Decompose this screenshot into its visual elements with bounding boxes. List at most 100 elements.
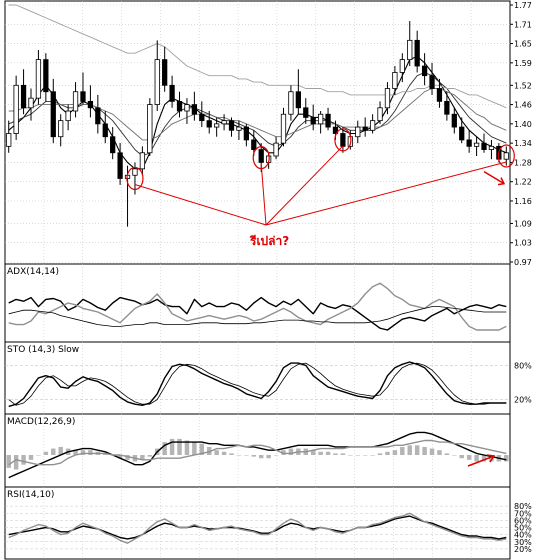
candle-body [228, 120, 235, 131]
candle-body [58, 120, 64, 138]
candle-body [392, 72, 398, 89]
price-tick-label: 0.97 [514, 258, 532, 267]
macd-histogram-bar [422, 446, 427, 455]
sto-panel: STO (14,3) Slow 80% 20% [5, 345, 532, 408]
macd-histogram-bar [273, 455, 279, 456]
annotation-circle [126, 166, 144, 191]
candle-body [28, 97, 34, 109]
down-arrow-shaft [483, 170, 505, 185]
candle-body [139, 152, 146, 170]
candle-body [362, 126, 368, 131]
macd-histogram-bar [117, 455, 123, 459]
candle-body [80, 91, 86, 102]
price-tick-label: 1.34 [514, 139, 532, 148]
price-panel: 1.77 1.71 1.65 1.59 1.52 1.46 1.40 1.34 1.28 1.22… [5, 1, 532, 267]
macd-histogram-bar [429, 448, 435, 455]
price-tick-label: 1.71 [514, 20, 532, 29]
price-tick-label: 1.52 [514, 81, 532, 90]
macd-histogram-bar [392, 450, 398, 455]
candle-body [466, 139, 472, 147]
rsi-tick-label: 70% [514, 509, 532, 518]
rsi-frame [4, 486, 511, 560]
candle-body [414, 39, 420, 67]
macd-histogram-bar [43, 451, 49, 455]
candle-body [206, 120, 212, 128]
moving-average-line [8, 4, 507, 109]
candle-body [436, 88, 443, 102]
candle-body [421, 65, 428, 77]
price-tick-label: 1.77 [514, 1, 532, 10]
macd-histogram-bar [281, 450, 286, 455]
candle-body [258, 149, 264, 163]
candle-body [102, 123, 108, 138]
macd-panel: MACD(12,26,9) [6, 417, 509, 479]
candle-body [13, 84, 19, 134]
macd-histogram-bar [229, 453, 234, 455]
macd-up-arrow-shaft [467, 455, 495, 467]
adx-series-line [8, 282, 507, 331]
rsi-tick-label: 20% [514, 545, 532, 554]
macd-histogram-bar [125, 455, 130, 460]
macd-histogram-bar [325, 451, 331, 455]
candle-body [451, 113, 457, 128]
candle-body [369, 120, 376, 131]
rsi-tick-label: 80% [514, 502, 532, 511]
candle-body [65, 110, 71, 122]
macd-histogram-bar [370, 455, 375, 456]
candle-body [340, 133, 346, 147]
rsi-tick-label: 60% [514, 516, 532, 525]
annotation-pointer-line [134, 183, 267, 226]
macd-histogram-bar [414, 445, 420, 455]
price-tick-label: 1.65 [514, 40, 532, 49]
annotation-circle [334, 128, 352, 152]
macd-histogram-bar [169, 438, 175, 455]
macd-histogram-bar [28, 455, 34, 460]
macd-series-line [8, 431, 507, 479]
candle-body [488, 145, 495, 150]
macd-histogram-bar [199, 443, 205, 455]
macd-histogram-bar [36, 455, 41, 456]
candle-body [407, 39, 413, 61]
annotation-circle [497, 144, 515, 168]
annotation-pointer-line [260, 163, 267, 226]
candle-body [117, 152, 123, 179]
macd-histogram-bar [355, 455, 360, 456]
macd-histogram-bar [474, 455, 479, 462]
macd-histogram-bar [310, 450, 316, 455]
macd-histogram-bar [177, 438, 182, 455]
sto-panel-title: STO (14,3) Slow [7, 345, 79, 355]
candle-body [169, 84, 175, 102]
macd-histogram-bar [73, 450, 78, 455]
annotation-pointer-line [265, 161, 507, 226]
candle-body [273, 142, 279, 157]
macd-histogram-bar [147, 455, 153, 457]
macd-histogram-bar [258, 455, 264, 459]
candle-body [317, 113, 324, 125]
macd-histogram-bar [377, 453, 383, 455]
macd-histogram-bar [236, 455, 242, 456]
macd-histogram-bar [504, 455, 509, 462]
macd-histogram-bar [333, 453, 338, 455]
price-tick-label: 1.40 [514, 120, 532, 129]
price-tick-label: 1.59 [514, 59, 532, 68]
macd-histogram-bar [466, 455, 472, 460]
macd-histogram-bar [400, 446, 405, 455]
macd-histogram-bar [184, 440, 190, 455]
macd-histogram-bar [362, 455, 368, 456]
macd-histogram-bar [444, 453, 450, 455]
rsi-panel: RSI(14,10) 80%70%60%50%40%30%20% [5, 490, 532, 554]
candle-body [459, 126, 465, 141]
candle-body [72, 91, 79, 112]
candle-body [110, 136, 116, 154]
price-tick-label: 1.16 [514, 197, 532, 206]
price-tick-label: 1.03 [514, 239, 532, 248]
macd-histogram-bar [489, 455, 494, 462]
candle-body [176, 100, 183, 112]
rsi-series-line [8, 512, 507, 544]
macd-histogram-bar [21, 455, 26, 465]
macd-histogram-bar [266, 455, 271, 459]
annotation-label: รีเปล่า? [249, 234, 289, 248]
candle-body [191, 104, 198, 115]
